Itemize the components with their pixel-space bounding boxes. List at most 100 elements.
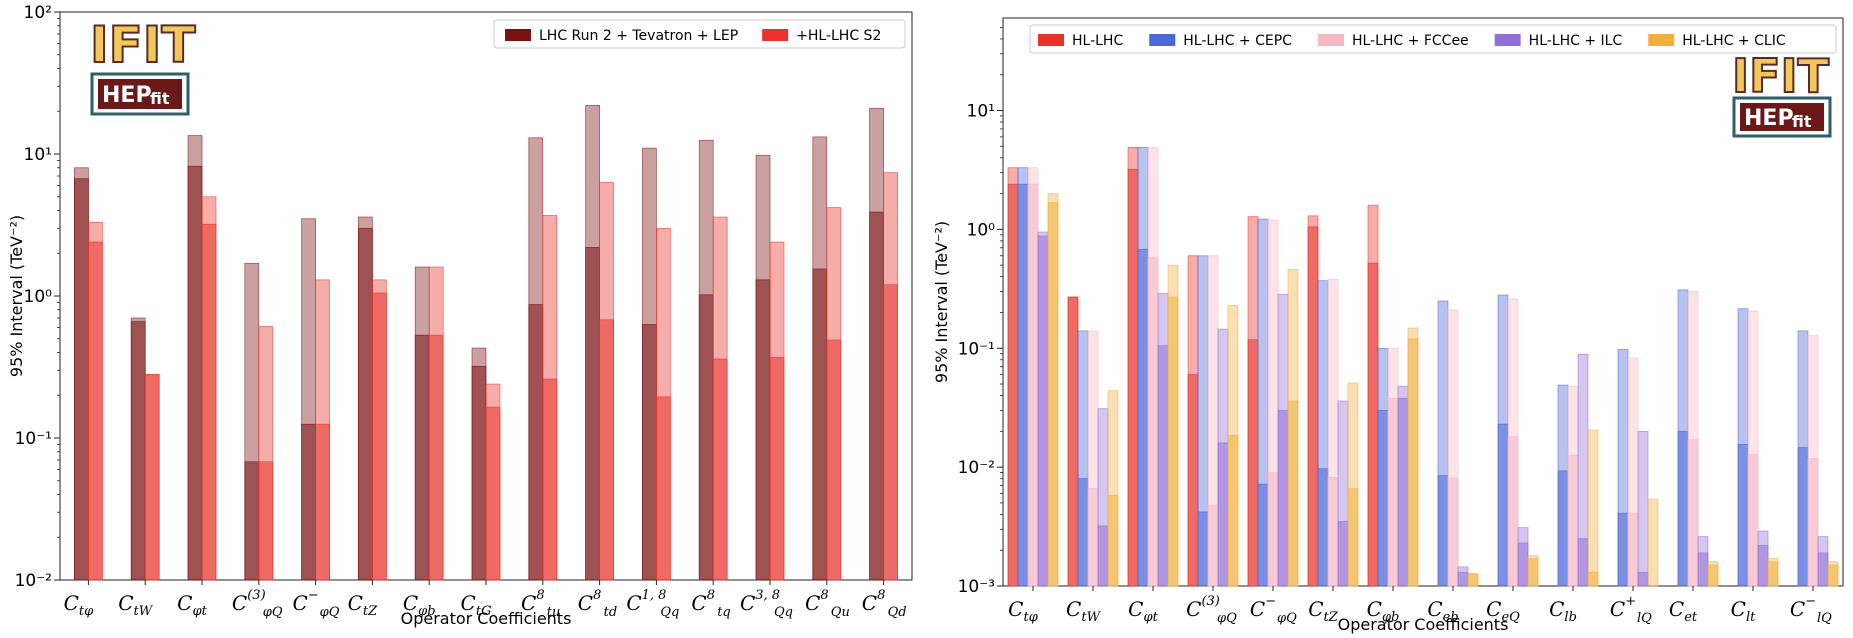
x-tick-label: Clt [1731,597,1756,625]
x-tick-sub: Qq [660,605,679,620]
hepfit-logo-left: HEP fit [90,72,190,116]
bar-individual [883,284,898,581]
legend-label: HL-LHC + CEPC [1183,33,1292,49]
x-tick-sup: (3) [247,588,265,603]
ifit-logo-right: IFIT [1731,48,1831,104]
x-tick-main: C [1610,597,1625,621]
svg-text:IFIT: IFIT [90,16,195,74]
bar-individual [1497,423,1509,587]
hepfit-logo-right: HEP fit [1732,96,1832,138]
bar-individual [1397,397,1409,587]
x-tick-sub: Qq [774,605,793,620]
x-tick-label: CeQ [1486,597,1520,625]
x-tick-sup: 8 [593,588,601,603]
bar-global [1587,429,1599,587]
bar-individual [1077,478,1089,587]
legend-swatch [1648,34,1675,46]
x-tick-sub: tφ [79,604,94,619]
x-tick-main: C [118,591,133,615]
bar-individual [1627,512,1639,587]
x-tick-label: C8tq [691,588,730,620]
x-tick-labels-right: Ctφ CtW Cφt C(3) φQ C−φQ CtZ Cφb Ceb CeQ Clb C+lQ Ce… [1008,586,1832,626]
x-tick-main: C [1790,597,1805,621]
bar-individual [1317,468,1329,587]
bar-individual [1797,447,1809,587]
bar-individual [1517,542,1529,587]
bar-global [1637,430,1649,587]
x-tick-main: C [1367,597,1382,621]
x-tick-sub: et [1684,610,1698,625]
x-tick-main: C [805,591,820,615]
x-tick-main: C [403,591,418,615]
bar-individual [1817,552,1829,587]
x-tick-sup: − [308,588,319,603]
x-tick-label: CtW [118,591,154,619]
bar-individual [414,334,430,581]
x-tick-sub: tZ [363,604,378,619]
y-tick-label: 10⁰ [24,287,53,307]
legend-swatch [1038,34,1064,46]
bar-individual [358,227,373,581]
svg-text:fit: fit [1792,112,1812,131]
bar-individual [372,292,387,581]
x-tick-main: C [1186,597,1201,621]
x-tick-label: Ctφ [1008,597,1039,625]
bar-individual [1767,561,1779,587]
bar-individual [1577,538,1589,587]
x-tick-label: Cφt [1128,597,1158,625]
bar-individual [642,324,657,581]
bar-individual [1527,558,1539,587]
y-tick-label: 10⁻³ [958,577,995,597]
x-tick-main: C [348,591,363,615]
x-tick-label: CtW [1066,597,1102,625]
legend-box-right [1029,24,1837,54]
x-tick-sup: 1, 8 [642,588,667,603]
legend-swatch [1317,34,1344,46]
y-tick-label: 10⁰ [967,220,996,240]
bar-individual [1287,400,1299,587]
x-tick-sub: tW [134,604,154,619]
x-tick-label: C3, 8 Qq [740,588,793,620]
x-tick-main: C [740,591,755,615]
x-tick-main: C [64,591,79,615]
x-tick-label: C−φQ [292,588,339,620]
bar-individual [1047,202,1059,587]
bar-individual [1347,488,1359,587]
legend-swatch [762,29,789,41]
bar-individual [1677,430,1689,587]
bar-individual [1557,470,1569,587]
bar-individual [1437,475,1449,587]
bars-left [74,105,898,581]
y-axis-label-right: 95% Interval (TeV⁻²) [932,221,951,383]
x-tick-labels-left: Ctφ CtW Cφt C(3) φQ C−φQ CtZ Cφb CtG C8tu C8td C1, … [64,580,907,620]
x-tick-sub: tZ [1324,610,1339,625]
x-tick-main: C [1731,597,1746,621]
bar-individual [1587,572,1599,587]
x-tick-sub: eQ [1501,610,1520,625]
bar-individual [1087,488,1099,587]
x-tick-main: C [578,591,593,615]
x-tick-sub: lQ [1637,611,1652,626]
x-tick-label: C8tu [521,588,560,620]
bar-individual [301,423,316,581]
bar-individual [1067,296,1079,587]
x-tick-sup: 8 [877,588,885,603]
x-tick-main: C [232,591,247,615]
legend-swatch [505,29,531,41]
bar-individual [1277,410,1289,587]
bar-individual [1137,248,1149,587]
bar-individual [1687,439,1699,587]
bar-individual [599,319,614,581]
legend-label: LHC Run 2 + Tevatron + LEP [539,28,738,44]
bar-individual [1737,444,1749,587]
bar-individual [1827,564,1839,587]
x-tick-label: Cφb [403,591,436,619]
x-tick-label: Clb [1549,597,1577,625]
x-tick-sup: − [1805,594,1816,609]
bar-individual [187,165,203,581]
x-tick-sub: lQ [1817,611,1832,626]
y-tick-label: 10⁻¹ [958,339,995,359]
bar-individual [1187,374,1199,587]
